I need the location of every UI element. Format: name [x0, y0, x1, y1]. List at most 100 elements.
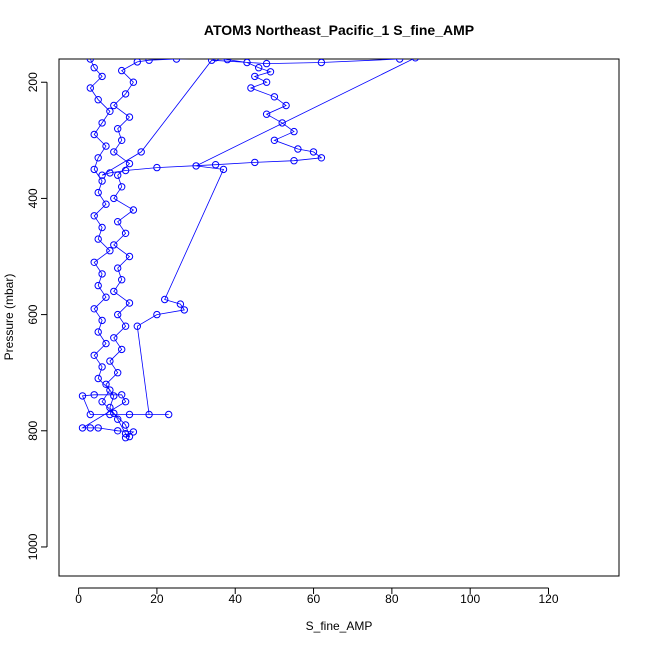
data-point — [266, 68, 275, 76]
data-point — [133, 322, 142, 330]
data-point — [94, 154, 102, 162]
data-point — [290, 157, 298, 165]
data-point — [129, 206, 138, 214]
data-point — [86, 59, 94, 63]
data-point — [106, 107, 114, 116]
data-point — [121, 166, 130, 175]
plot-area — [78, 59, 419, 442]
data-point — [180, 306, 189, 314]
data-point — [317, 59, 326, 67]
data-point — [208, 59, 216, 64]
data-point — [129, 78, 138, 86]
data-point — [118, 66, 126, 75]
y-tick-label: 400 — [26, 188, 40, 208]
data-point — [114, 427, 122, 435]
y-tick-label: 200 — [26, 72, 40, 92]
data-point — [114, 310, 122, 319]
data-point — [114, 218, 122, 226]
data-point — [78, 392, 87, 400]
data-point — [192, 162, 200, 170]
data-point — [153, 163, 161, 172]
data-point — [251, 158, 259, 167]
data-point — [102, 339, 110, 348]
data-point — [118, 276, 126, 284]
data-point — [282, 101, 290, 110]
data-point — [102, 142, 110, 150]
data-point — [176, 300, 185, 308]
data-point — [125, 113, 134, 121]
data-series — [78, 59, 419, 442]
chart-title: ATOM3 Northeast_Pacific_1 S_fine_AMP — [204, 22, 474, 38]
data-point — [98, 177, 106, 185]
data-point — [145, 59, 153, 64]
data-point — [86, 410, 95, 419]
data-point — [411, 59, 419, 62]
data-point — [121, 90, 130, 98]
data-point — [110, 334, 118, 342]
data-point — [172, 59, 181, 63]
data-point — [90, 258, 98, 266]
data-point — [118, 391, 126, 399]
data-point — [165, 410, 173, 419]
data-point — [102, 380, 110, 388]
data-point — [98, 398, 106, 406]
data-point — [278, 119, 286, 127]
data-point — [102, 200, 110, 208]
data-point — [94, 188, 102, 197]
data-point — [161, 295, 169, 304]
x-tick-label: 20 — [150, 592, 164, 606]
data-point — [86, 84, 95, 92]
data-point — [106, 247, 114, 255]
data-point — [121, 430, 130, 438]
data-point — [114, 415, 122, 423]
x-tick-label: 40 — [229, 592, 243, 606]
data-point — [125, 252, 134, 261]
data-point — [90, 391, 98, 399]
data-point — [255, 64, 263, 72]
y-axis-label: Pressure (mbar) — [2, 274, 16, 361]
data-point — [94, 235, 102, 243]
y-tick-label: 1000 — [26, 533, 40, 560]
data-point — [106, 357, 114, 365]
data-point — [110, 241, 118, 249]
data-point — [110, 392, 118, 400]
x-axis-label: S_fine_AMP — [306, 619, 373, 633]
data-point — [98, 316, 106, 325]
data-point — [125, 159, 134, 168]
data-point — [90, 351, 98, 359]
data-point — [262, 59, 271, 68]
data-point — [94, 281, 102, 290]
data-point — [211, 161, 220, 169]
x-tick-label: 0 — [75, 592, 82, 606]
y-tick-label: 600 — [26, 304, 40, 324]
data-point — [98, 270, 106, 278]
data-point — [110, 101, 118, 110]
data-point — [110, 287, 118, 296]
data-point — [78, 424, 87, 432]
data-point — [125, 410, 134, 419]
data-point — [125, 299, 134, 307]
data-point — [114, 125, 122, 133]
data-point — [133, 59, 141, 66]
data-point — [243, 59, 251, 67]
data-point — [212, 59, 220, 62]
data-point — [94, 96, 102, 104]
data-point — [94, 328, 102, 336]
plot-frame — [58, 58, 620, 577]
x-tick-label: 100 — [460, 592, 480, 606]
data-point — [270, 93, 279, 101]
data-point — [98, 72, 106, 81]
data-point — [153, 310, 161, 319]
data-point — [110, 194, 118, 203]
data-point — [270, 136, 279, 145]
data-point — [90, 165, 98, 174]
data-point — [121, 421, 130, 429]
data-point — [98, 363, 106, 371]
data-point — [106, 410, 114, 419]
y-tick-label: 800 — [26, 420, 40, 440]
data-point — [106, 403, 114, 412]
data-point — [118, 183, 126, 191]
data-point — [121, 398, 130, 406]
data-point — [102, 293, 110, 301]
